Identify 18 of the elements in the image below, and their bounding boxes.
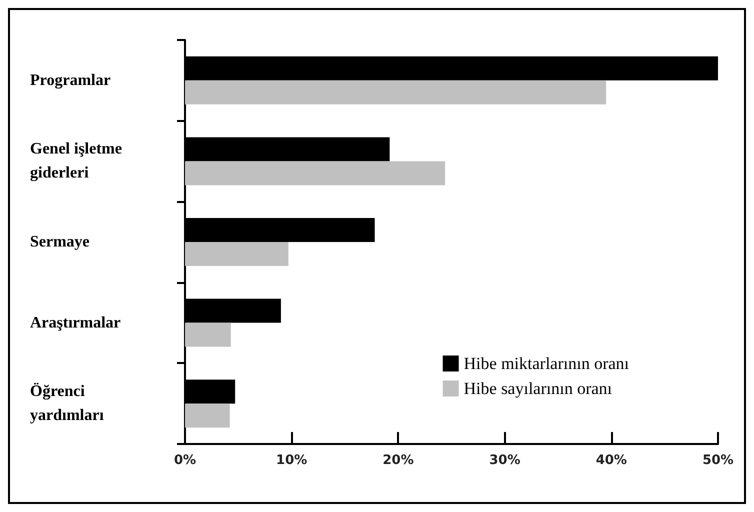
bar — [185, 242, 288, 266]
y-tick-label: Genel işletme giderleri — [30, 140, 126, 182]
y-tick-label: Araştırmalar — [30, 314, 121, 332]
x-tick-label: 30% — [489, 453, 520, 468]
y-tick-label: Programlar — [30, 72, 111, 89]
x-tick-label: 50% — [702, 453, 734, 468]
bar — [185, 161, 446, 186]
bar — [185, 404, 230, 428]
legend-label: Hibe miktarlarının oranı — [464, 354, 630, 373]
x-tick-label: 20% — [382, 453, 414, 468]
y-tick-label: Öğrenci yardımları — [30, 382, 104, 424]
y-tick-label: Sermaye — [30, 234, 90, 250]
x-tick-label: 10% — [276, 453, 308, 468]
x-tick-label: 0% — [174, 453, 196, 468]
bar — [185, 322, 231, 347]
x-tick-label: 40% — [596, 453, 627, 468]
legend-label: Hibe sayılarının oranı — [464, 379, 612, 398]
bar — [185, 80, 606, 104]
